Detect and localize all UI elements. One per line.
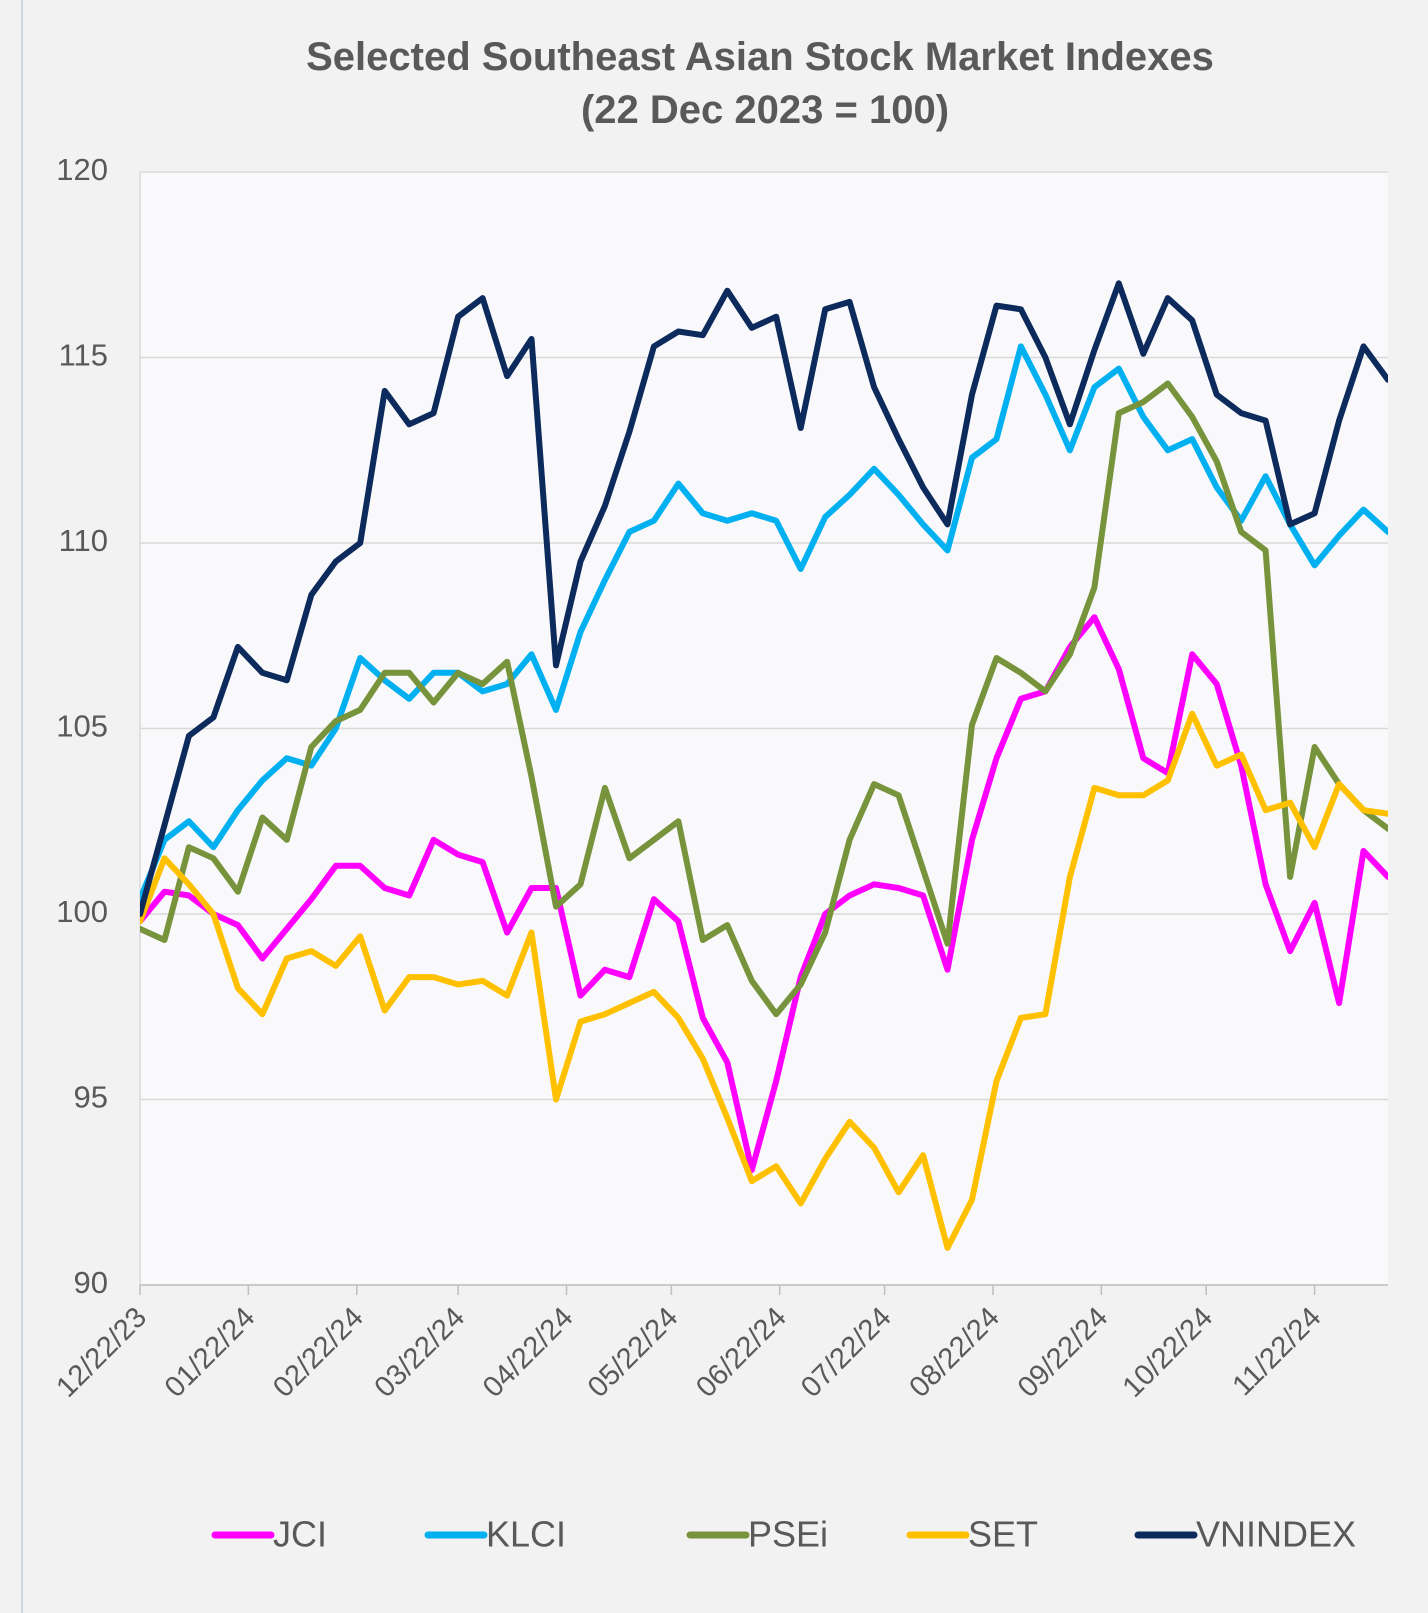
legend-label: PSEi [748,1514,828,1555]
series-line [140,280,1388,917]
legend-label: VNINDEX [1196,1514,1356,1555]
y-tick-label: 105 [56,709,108,744]
legend-label: JCI [273,1514,327,1555]
series-line [140,380,1388,1018]
legend: JCI KLCI PSEi SET VNINDEX [211,1514,1356,1555]
lines [140,280,1388,1251]
series-line [140,614,1388,1173]
y-tick-label: 100 [56,894,108,929]
series-line [140,343,1388,903]
y-tick-label: 110 [59,523,108,558]
legend-label: SET [968,1514,1038,1555]
y-tick-label: 90 [74,1265,108,1300]
chart-title: Selected Southeast Asian Stock Market In… [306,35,1214,79]
series-line [140,710,1388,1251]
y-tick-label: 120 [56,152,108,187]
chart-subtitle: (22 Dec 2023 = 100) [581,88,949,132]
y-tick-label: 115 [59,338,108,373]
grid [140,171,1388,1286]
legend-label: KLCI [486,1514,566,1555]
y-tick-label: 95 [74,1080,108,1115]
